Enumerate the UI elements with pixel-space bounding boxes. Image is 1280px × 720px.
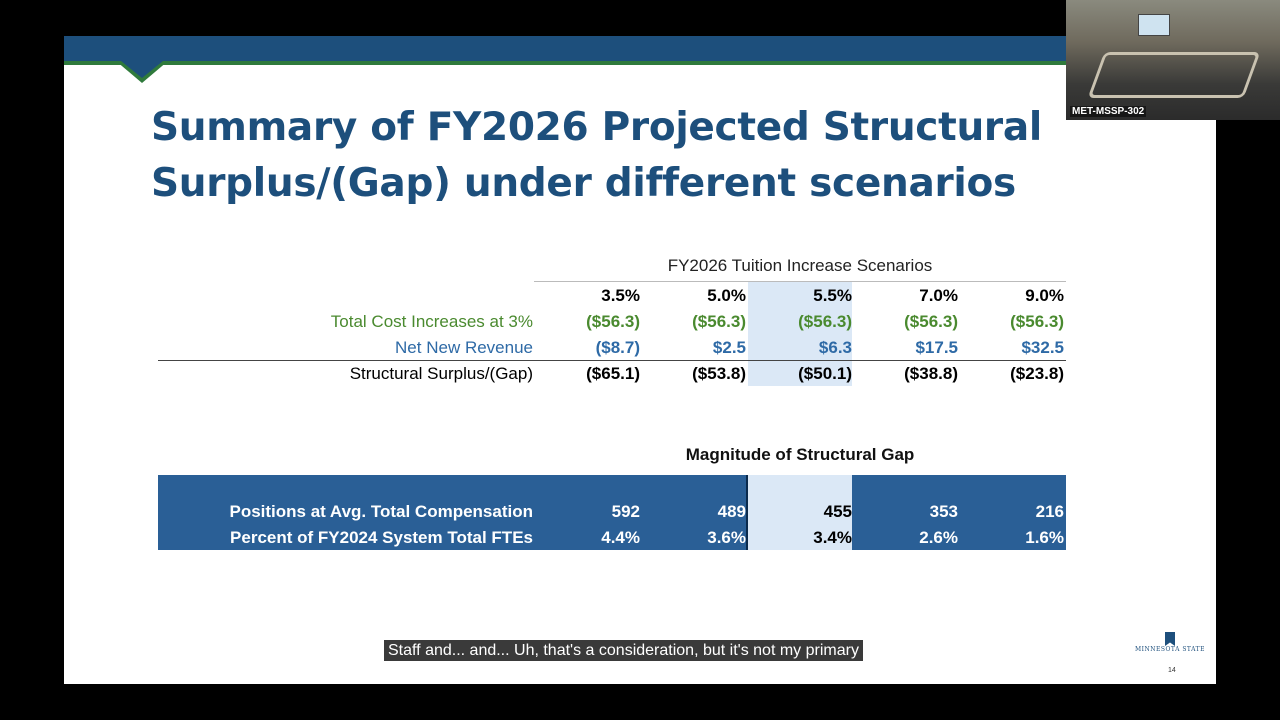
- table-cell: $17.5: [915, 338, 958, 357]
- table-cell: ($56.3): [904, 312, 958, 331]
- room-projection-screen: [1138, 14, 1170, 36]
- slide-page-number: 14: [1168, 667, 1176, 674]
- gap-cell: 1.6%: [1025, 528, 1064, 547]
- header-band: [64, 36, 1216, 61]
- table-cell: ($38.8): [904, 364, 958, 383]
- column-header: 7.0%: [919, 286, 958, 305]
- video-watermark: ◌◌: [1162, 682, 1193, 684]
- webcam-label: MET-MSSP-302: [1070, 106, 1147, 117]
- table-cell: $32.5: [1021, 338, 1064, 357]
- table-cell: ($53.8): [692, 364, 746, 383]
- gap-table-title: Magnitude of Structural Gap: [685, 445, 915, 464]
- table-cell: ($56.3): [692, 312, 746, 331]
- column-header: 9.0%: [1025, 286, 1064, 305]
- gap-cell: 489: [717, 502, 746, 521]
- column-header: 5.5%: [813, 286, 852, 305]
- group-label-rule: [534, 281, 1066, 282]
- header-notch-inner: [121, 61, 163, 78]
- closed-caption: Staff and... and... Uh, that's a conside…: [384, 640, 863, 661]
- gap-cell: 216: [1035, 502, 1064, 521]
- column-header: 5.0%: [707, 286, 746, 305]
- gap-cell: 3.4%: [813, 528, 852, 547]
- gap-column-divider: [746, 475, 748, 550]
- gap-cell: 592: [611, 502, 640, 521]
- scenario-group-label: FY2026 Tuition Increase Scenarios: [667, 256, 933, 275]
- table-divider: [158, 360, 1066, 361]
- row-label-percent-ftes: Percent of FY2024 System Total FTEs: [230, 528, 533, 547]
- row-label-positions: Positions at Avg. Total Compensation: [229, 502, 533, 521]
- row-label-net-new-revenue: Net New Revenue: [395, 338, 533, 357]
- row-label-cost-increases: Total Cost Increases at 3%: [330, 312, 533, 331]
- column-header: 3.5%: [601, 286, 640, 305]
- table-cell: $6.3: [818, 338, 852, 357]
- presentation-slide: Summary of FY2026 Projected Structural S…: [64, 36, 1216, 684]
- gap-cell: 353: [929, 502, 958, 521]
- logo-mark-icon: [1165, 632, 1175, 646]
- header-accent-line: [64, 61, 1216, 65]
- scenario-column-highlight: [748, 282, 852, 386]
- webcam-feed: MET-MSSP-302: [1066, 0, 1280, 120]
- gap-column-highlight: [748, 475, 852, 550]
- gap-cell: 2.6%: [919, 528, 958, 547]
- row-label-structural-gap: Structural Surplus/(Gap): [349, 364, 533, 383]
- gap-table-band: [158, 475, 1066, 550]
- slide-title: Summary of FY2026 Projected Structural S…: [151, 105, 1042, 206]
- table-cell: ($50.1): [798, 364, 852, 383]
- gap-cell: 455: [823, 502, 852, 521]
- logo-text: MINNESOTA STATE: [1134, 646, 1205, 653]
- conference-table: [1087, 52, 1261, 98]
- table-cell: $2.5: [712, 338, 746, 357]
- table-cell: ($56.3): [586, 312, 640, 331]
- gap-cell: 3.6%: [707, 528, 746, 547]
- minnesota-state-logo: MINNESOTA STATE: [1134, 632, 1206, 653]
- table-cell: ($56.3): [798, 312, 852, 331]
- table-cell: ($56.3): [1010, 312, 1064, 331]
- table-cell: ($65.1): [586, 364, 640, 383]
- table-cell: ($23.8): [1010, 364, 1064, 383]
- gap-cell: 4.4%: [601, 528, 640, 547]
- table-cell: ($8.7): [595, 338, 640, 357]
